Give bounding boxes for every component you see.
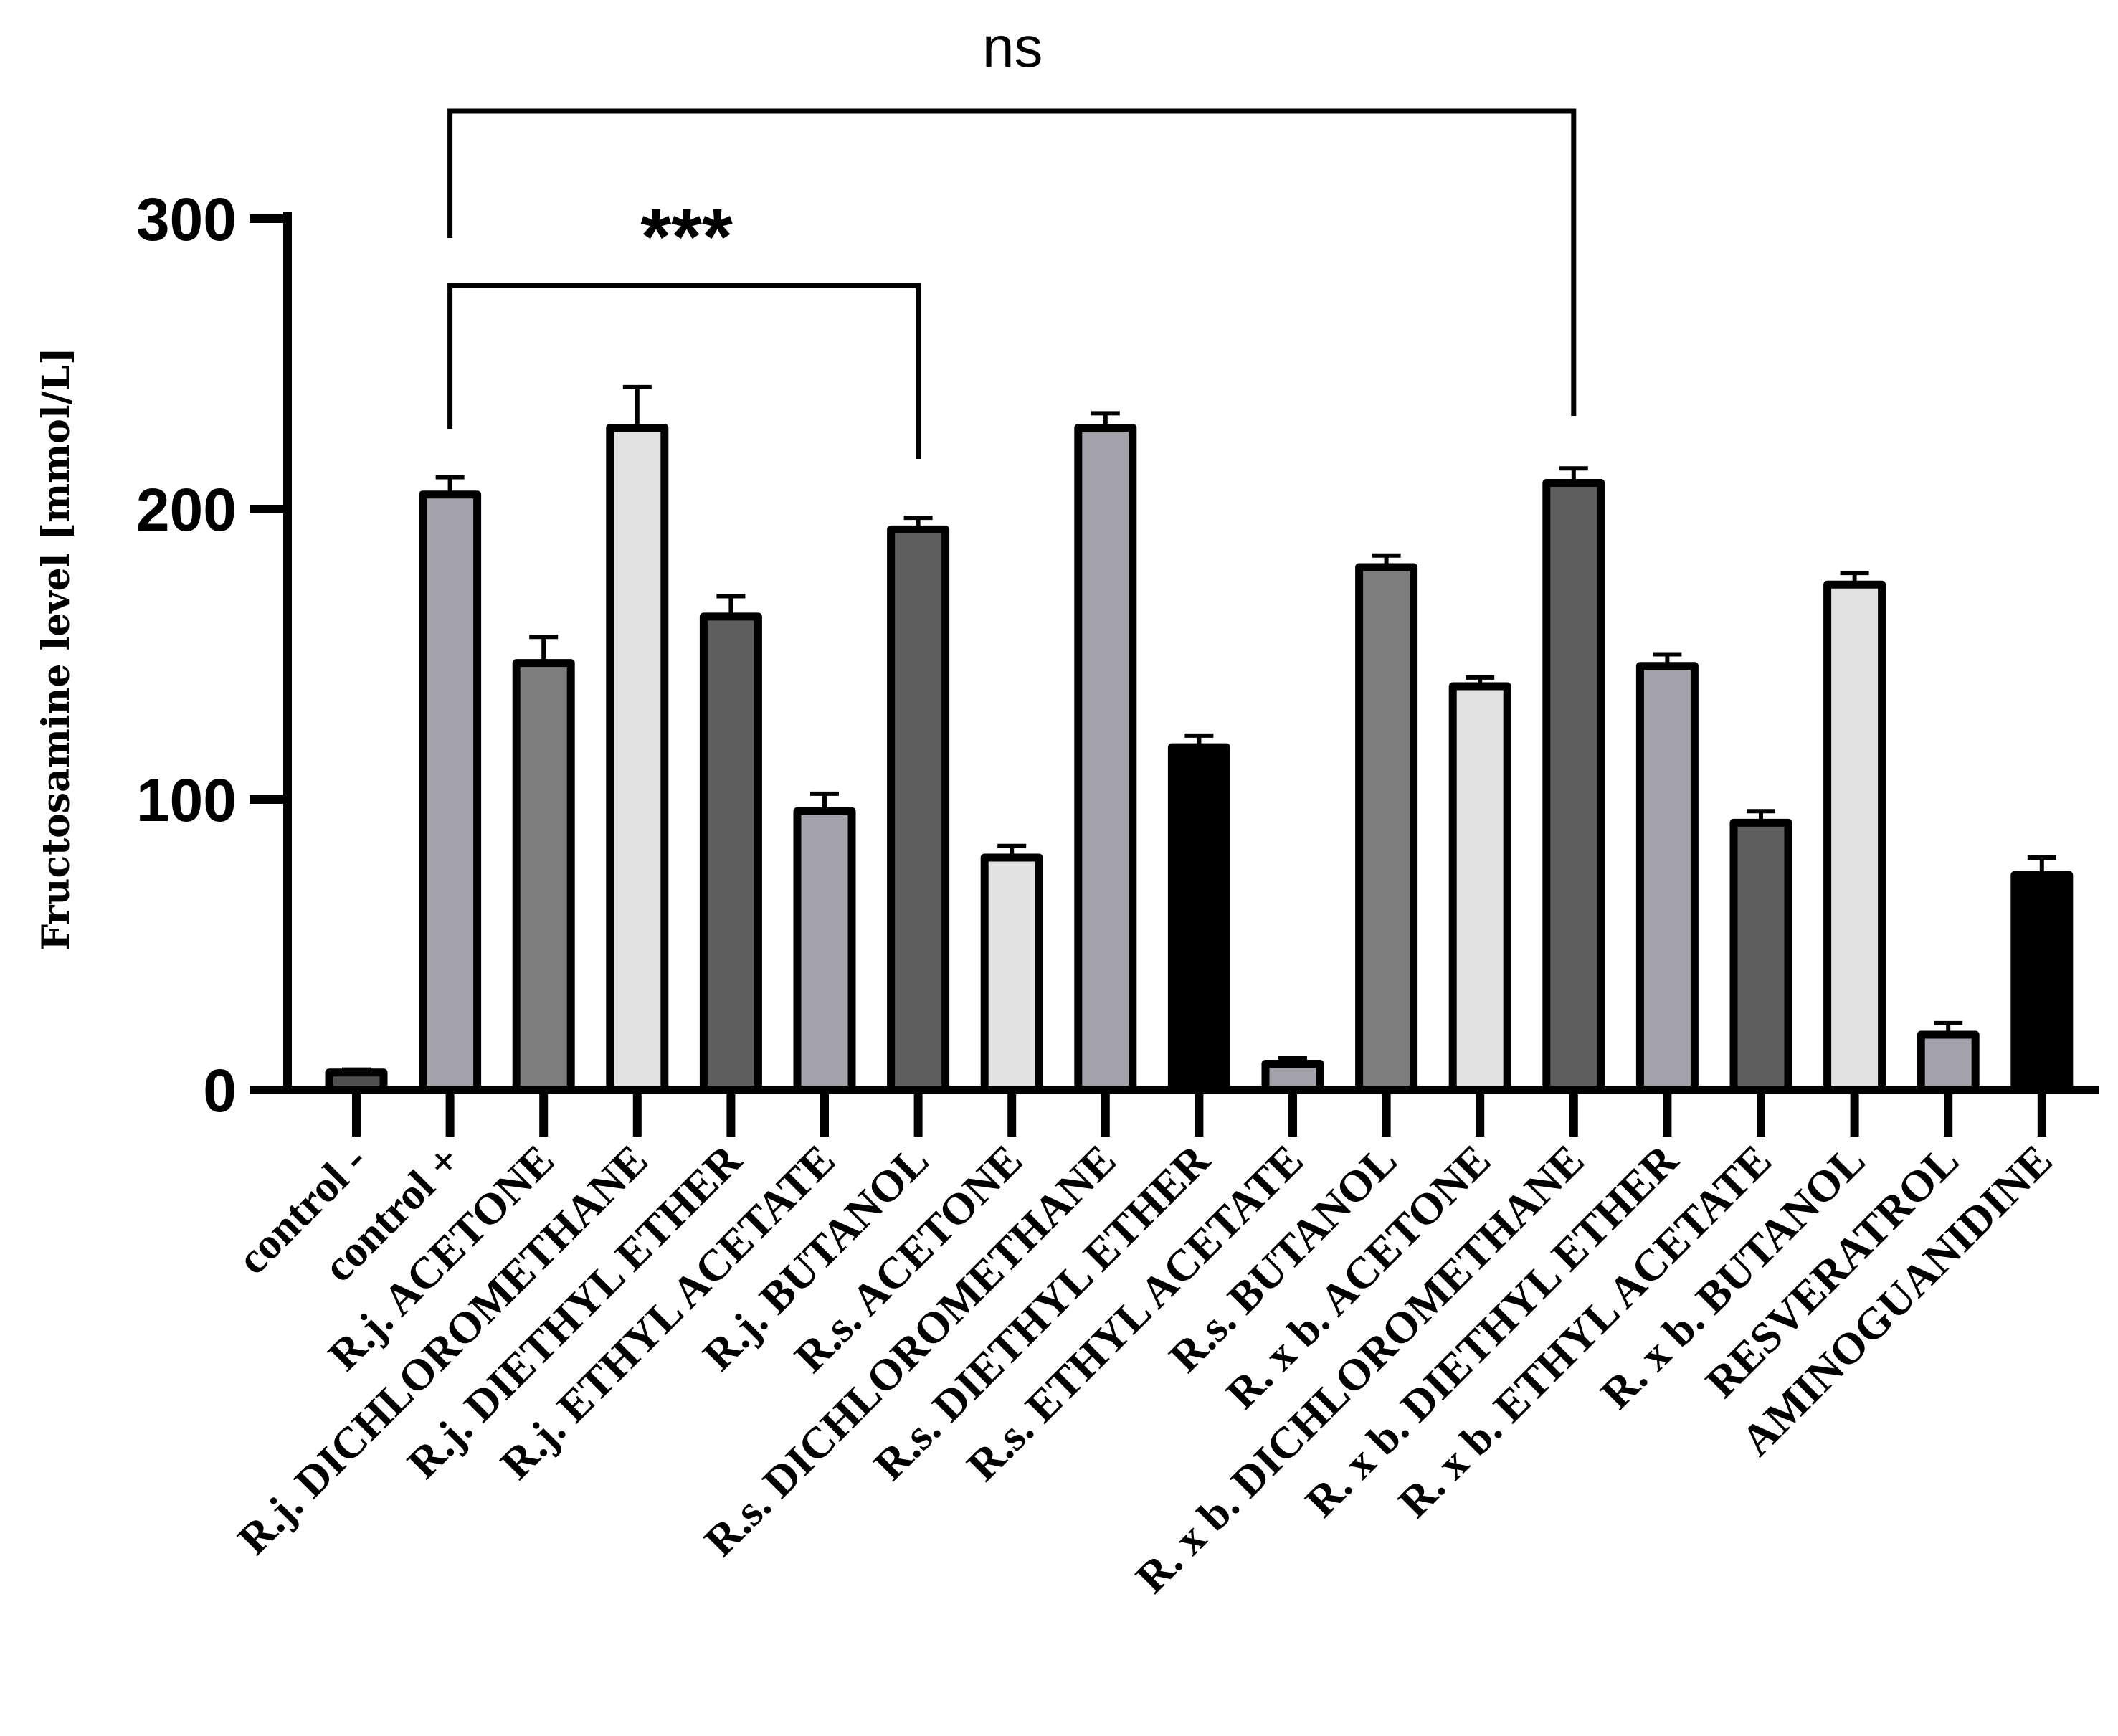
y-tick-label: 300 [136, 186, 237, 253]
bar [2010, 871, 2074, 1094]
y-tick-label: 100 [136, 767, 237, 834]
bar [1823, 580, 1886, 1094]
y-ticks-group: 0 100 200 300 [136, 186, 288, 1124]
bar [1917, 1030, 1980, 1094]
axes-group [283, 212, 2099, 1094]
bar [512, 659, 575, 1094]
significance-label: *** [640, 193, 733, 281]
bar [793, 807, 856, 1094]
bar [980, 853, 1043, 1094]
bar [1167, 743, 1230, 1094]
bar [1729, 818, 1792, 1094]
bar [887, 525, 950, 1094]
bar [606, 424, 669, 1094]
y-axis-label: Fructosamine level [mmol/L] [34, 347, 78, 951]
significance-label: ns [982, 15, 1043, 79]
bar [699, 612, 762, 1094]
significance-bracket [447, 108, 1577, 416]
bar [1635, 662, 1699, 1094]
y-tick-label: 0 [203, 1057, 237, 1124]
bar [1355, 563, 1418, 1094]
bars-group [325, 384, 2074, 1094]
significance-annotations: *** ns [447, 15, 1577, 459]
y-tick-label: 200 [136, 476, 237, 544]
bar [1074, 424, 1137, 1094]
bar [419, 490, 482, 1094]
bar [1542, 479, 1605, 1094]
significance-bracket [447, 283, 921, 459]
bar [1448, 682, 1511, 1094]
